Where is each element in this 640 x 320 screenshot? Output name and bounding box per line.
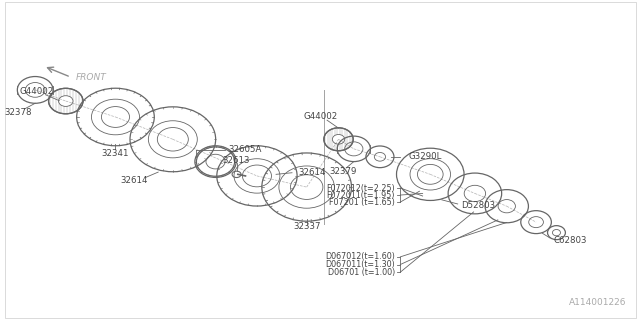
Text: 32341: 32341	[102, 149, 129, 158]
Text: G44002: G44002	[20, 87, 54, 96]
Text: F072012(t=2.25): F072012(t=2.25)	[326, 184, 396, 193]
Text: F07201 (t=1.65): F07201 (t=1.65)	[330, 197, 396, 206]
Ellipse shape	[58, 96, 73, 107]
Text: D067011(t=1.30): D067011(t=1.30)	[326, 260, 396, 269]
Text: A114001226: A114001226	[569, 298, 627, 307]
Text: 32378: 32378	[4, 108, 32, 117]
Text: C62803: C62803	[554, 236, 588, 245]
Text: D067012(t=1.60): D067012(t=1.60)	[325, 252, 396, 261]
Text: 32613: 32613	[223, 156, 250, 165]
Text: 32337: 32337	[293, 222, 321, 231]
Ellipse shape	[332, 134, 345, 144]
Text: 32379: 32379	[330, 167, 356, 176]
Text: 32614: 32614	[298, 168, 326, 177]
Text: G44002: G44002	[303, 112, 338, 121]
Text: D52803: D52803	[461, 201, 495, 210]
Text: FRONT: FRONT	[76, 73, 106, 82]
Text: D06701 (t=1.00): D06701 (t=1.00)	[328, 268, 396, 277]
Text: 32605A: 32605A	[228, 145, 262, 154]
Text: G3290L: G3290L	[408, 152, 442, 161]
Text: 32614: 32614	[120, 176, 148, 185]
Text: F072011(t=1.95): F072011(t=1.95)	[327, 190, 396, 200]
